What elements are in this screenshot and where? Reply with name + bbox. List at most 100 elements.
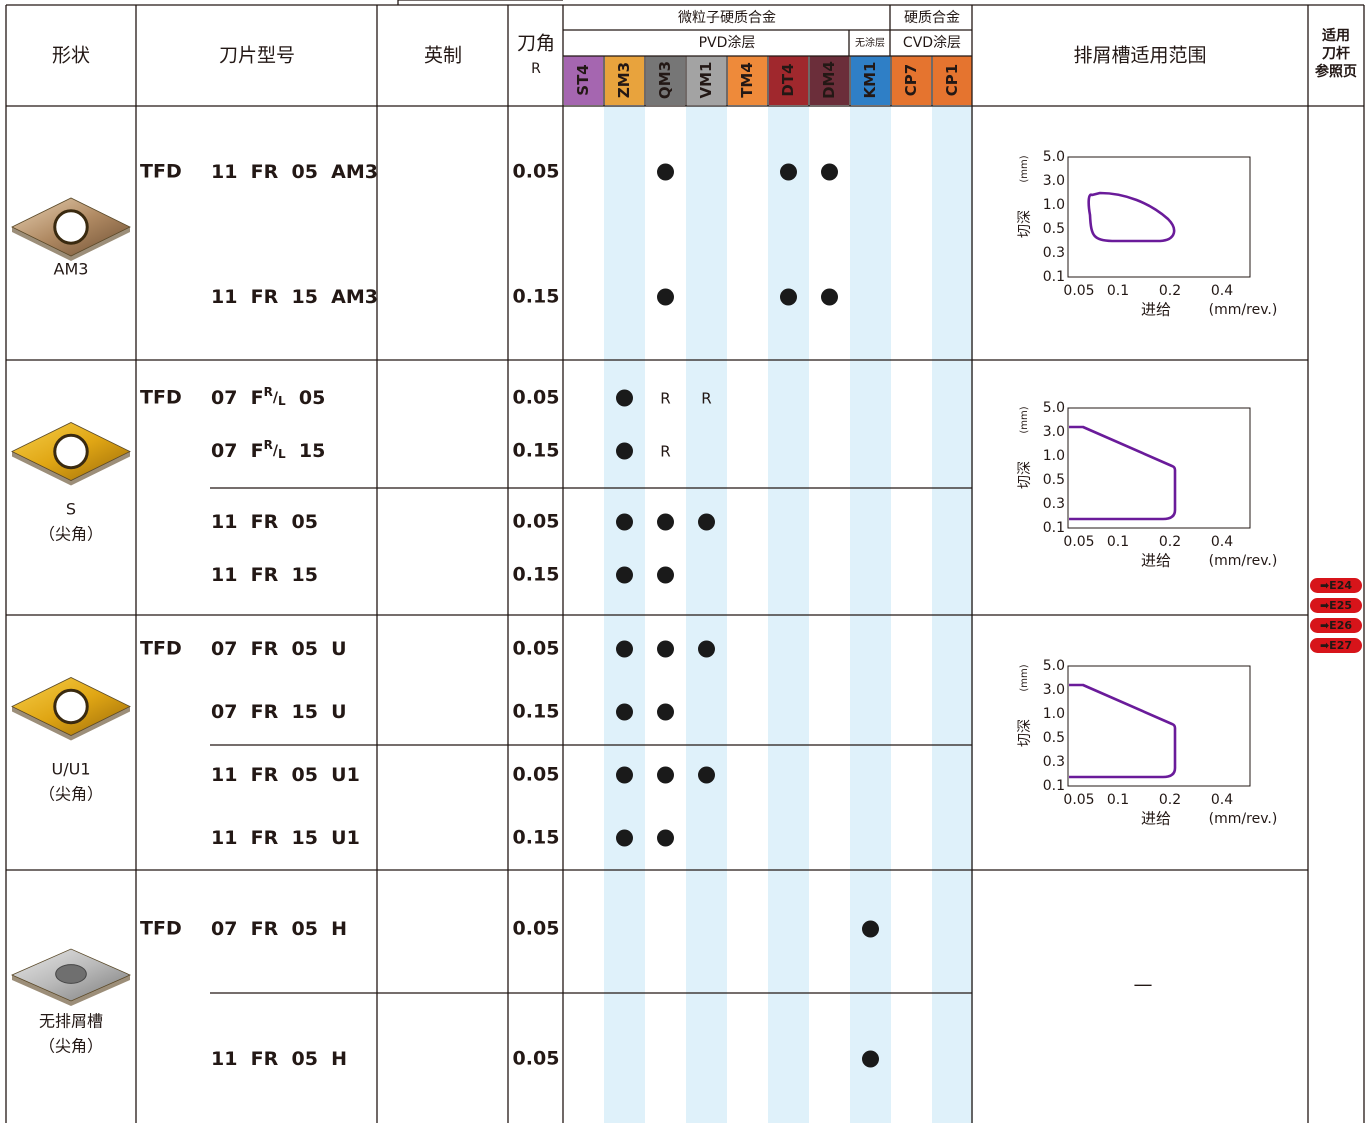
insert-model-code: 11 FR 05 AM3 <box>211 161 378 183</box>
application-range-envelope <box>1087 191 1176 243</box>
header-holder-ref: 适用 <box>1322 27 1350 44</box>
table-row: 11 FR 15 0.15 <box>211 564 674 586</box>
y-axis-unit: (mm) <box>1019 406 1030 433</box>
y-tick-label: 0.3 <box>1043 754 1065 770</box>
corner-radius-value: 0.05 <box>513 511 560 533</box>
insert-model-code: 07 FR/L 15 <box>211 438 325 462</box>
header-micrograin: 微粒子硬质合金 <box>678 10 776 26</box>
grade-label-qm3: QM3 <box>656 61 674 99</box>
grade-cell-dm4 <box>810 56 849 105</box>
table-row: 11 FR 05 0.05 <box>211 511 715 533</box>
header-holder-ref: 参照页 <box>1315 63 1357 80</box>
stock-dot-qm3 <box>657 640 674 658</box>
x-axis-label: 进给 <box>1141 552 1171 570</box>
stock-dot-km1 <box>862 920 879 938</box>
stock-dot-zm3 <box>616 513 633 531</box>
insert-prefix: TFD <box>140 161 182 183</box>
insert-model-code: 11 FR 15 AM3 <box>211 286 378 308</box>
chart-frame <box>1067 407 1251 529</box>
x-tick-label: 0.2 <box>1159 283 1181 299</box>
grade-label-cp7: CP7 <box>902 64 920 96</box>
code-sup: R <box>264 385 273 399</box>
x-tick-label: 0.1 <box>1107 534 1129 550</box>
y-tick-label: 3.0 <box>1043 424 1065 440</box>
table-row: TFD 07 FR/L 05 0.05 R R <box>140 385 712 409</box>
stock-dot-vm1 <box>698 640 715 658</box>
stock-dot-dm4 <box>821 288 838 306</box>
x-tick-label: 0.05 <box>1063 283 1094 299</box>
ref-page-label: ➡E25 <box>1320 599 1352 612</box>
stock-dot-vm1 <box>698 766 715 784</box>
insert-group: 无排屑槽 （尖角） TFD 07 FR 05 H 0.05 11 FR 05 H 0.05 <box>11 918 879 1070</box>
code-tail: 05 <box>286 387 326 409</box>
shape-name: 无排屑槽 <box>39 1012 103 1031</box>
insert-model-code: 07 FR 05 U <box>211 638 347 660</box>
table-row: TFD 07 FR 05 H 0.05 <box>140 918 879 940</box>
code-main: 11 FR 05 AM3 <box>211 161 378 183</box>
range-chart: 5.03.01.00.50.30.10.05 0.1 0.2 0.4切深(mm)进给(… <box>1017 400 1277 570</box>
table-gridlines <box>5 0 1365 1123</box>
chart-placeholder: — <box>1134 974 1153 996</box>
insert-prefix: TFD <box>140 918 182 940</box>
ref-page-badge <box>1310 598 1362 613</box>
stock-dot-zm3 <box>616 703 633 721</box>
code-sup: R <box>264 438 273 452</box>
stock-dot-qm3 <box>657 766 674 784</box>
grade-cell-km1 <box>851 56 890 105</box>
y-axis-unit: (mm) <box>1019 664 1030 691</box>
insert-model-code: 07 FR 15 U <box>211 701 347 723</box>
stock-mark-vm1: R <box>701 390 711 408</box>
ref-page-label: ➡E27 <box>1320 639 1352 652</box>
stock-dot-km1 <box>862 1050 879 1068</box>
insert-model-code: 11 FR 15 <box>211 564 318 586</box>
grade-label-vm1: VM1 <box>697 62 715 99</box>
y-axis-label: 切深 <box>1017 461 1033 489</box>
ref-page-badge <box>1310 638 1362 653</box>
code-sub: L <box>278 394 286 408</box>
x-tick-label: 0.05 <box>1063 792 1094 808</box>
shape-sub: （尖角） <box>39 1037 103 1056</box>
y-tick-label: 0.5 <box>1043 221 1065 237</box>
application-range-envelope <box>1069 683 1177 779</box>
header-model: 刀片型号 <box>219 45 295 67</box>
header-radius: 刀角 <box>517 33 555 55</box>
y-axis-unit: (mm) <box>1019 155 1030 182</box>
grade-cell-st4 <box>564 56 603 105</box>
grade-label-tm4: TM4 <box>738 62 756 98</box>
insert-model-code: 11 FR 05 U1 <box>211 764 360 786</box>
x-tick-label: 0.05 <box>1063 534 1094 550</box>
stock-dot-qm3 <box>657 566 674 584</box>
insert-model-code: 11 FR 05 <box>211 511 318 533</box>
y-tick-label: 5.0 <box>1043 400 1065 416</box>
chipbreaker-range-charts: 5.03.01.00.50.30.10.05 0.1 0.2 0.4切深(mm)进给(… <box>1017 149 1277 996</box>
application-range-envelope <box>1069 425 1177 521</box>
table-row: 11 FR 15 AM3 0.15 <box>211 286 838 308</box>
grade-label-dm4: DM4 <box>820 61 838 99</box>
grade-label-cp1: CP1 <box>943 64 961 96</box>
table-row: 07 FR/L 15 0.15 R <box>211 438 671 462</box>
table-body: AM3 TFD 11 FR 05 AM3 0.05 11 FR 15 AM3 0.15 S （… <box>11 161 879 1070</box>
x-tick-label: 0.1 <box>1107 792 1129 808</box>
x-axis-unit: (mm/rev.) <box>1209 302 1278 318</box>
code-main: 11 FR 15 <box>211 564 318 586</box>
header-shape: 形状 <box>52 45 90 67</box>
stock-dot-qm3 <box>657 163 674 181</box>
holder-reference-badges: ➡E24 ➡E25 ➡E26 ➡E27 <box>1310 578 1362 653</box>
stock-mark-qm3: R <box>660 443 670 461</box>
y-tick-label: 0.1 <box>1043 520 1065 536</box>
code-main: 11 FR 15 U1 <box>211 827 360 849</box>
y-axis-label: 切深 <box>1017 719 1033 747</box>
grade-cell-dt4 <box>769 56 808 105</box>
stock-dot-zm3 <box>616 640 633 658</box>
table-row: 11 FR 05 H 0.05 <box>211 1048 879 1070</box>
corner-radius-value: 0.15 <box>513 827 560 849</box>
x-axis-label: 进给 <box>1141 301 1171 319</box>
gold-insert-icon <box>11 422 131 486</box>
shape-sub: （尖角） <box>39 525 103 544</box>
table-row: 11 FR 05 U1 0.05 <box>211 764 715 786</box>
shape-sub: （尖角） <box>39 785 103 804</box>
code-main: 11 FR 05 <box>211 511 318 533</box>
x-tick-label: 0.1 <box>1107 283 1129 299</box>
code-tail: 15 <box>286 440 326 462</box>
header-cvd-coating: CVD涂层 <box>903 35 961 51</box>
